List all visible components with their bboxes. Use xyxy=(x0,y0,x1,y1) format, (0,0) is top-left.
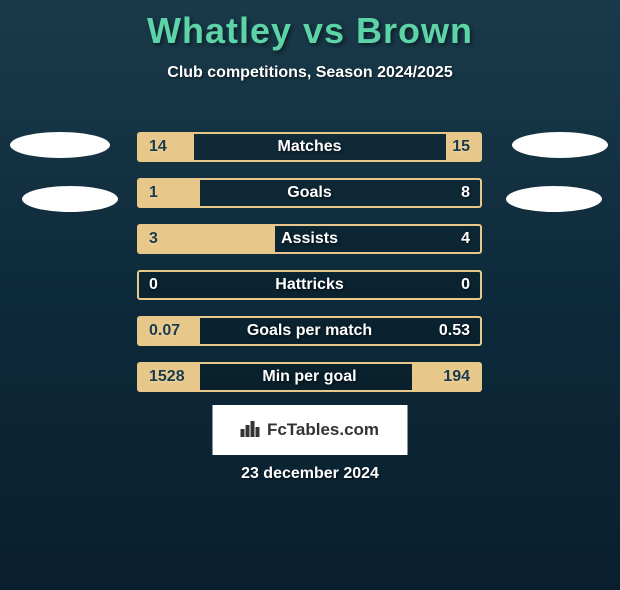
logo-text: FcTables.com xyxy=(267,420,379,440)
bar-value-right: 8 xyxy=(461,184,470,202)
bar-value-right: 15 xyxy=(452,138,470,156)
stat-bar-row: 0 0 Hattricks xyxy=(137,270,482,300)
stat-bar-row: 1528 194 Min per goal xyxy=(137,362,482,392)
player1-badge-1 xyxy=(10,132,110,158)
bar-value-right: 0 xyxy=(461,276,470,294)
bar-label: Matches xyxy=(277,138,341,156)
stat-bar-row: 1 8 Goals xyxy=(137,178,482,208)
bar-value-left: 1 xyxy=(149,184,158,202)
footer-date: 23 december 2024 xyxy=(241,465,379,483)
stat-bar-row: 3 4 Assists xyxy=(137,224,482,254)
bar-label: Assists xyxy=(281,230,338,248)
bar-label: Min per goal xyxy=(262,368,356,386)
bar-value-left: 1528 xyxy=(149,368,185,386)
comparison-title: Whatley vs Brown xyxy=(0,10,620,52)
comparison-subtitle: Club competitions, Season 2024/2025 xyxy=(0,64,620,82)
stat-bar-row: 14 15 Matches xyxy=(137,132,482,162)
bar-value-right: 0.53 xyxy=(439,322,470,340)
player2-badge-1 xyxy=(512,132,608,158)
player1-badge-2 xyxy=(22,186,118,212)
bar-value-right: 4 xyxy=(461,230,470,248)
bar-label: Hattricks xyxy=(275,276,343,294)
bar-label: Goals per match xyxy=(247,322,372,340)
bar-value-left: 3 xyxy=(149,230,158,248)
bar-value-left: 14 xyxy=(149,138,167,156)
bar-label: Goals xyxy=(287,184,331,202)
stat-bar-row: 0.07 0.53 Goals per match xyxy=(137,316,482,346)
logo-box: FcTables.com xyxy=(213,405,408,455)
bar-fill-left xyxy=(139,226,275,252)
stats-bars: 14 15 Matches 1 8 Goals 3 4 Assists 0 0 Hattricks 0.… xyxy=(137,132,482,408)
player2-badge-2 xyxy=(506,186,602,212)
chart-icon xyxy=(241,419,261,442)
bar-value-left: 0 xyxy=(149,276,158,294)
bar-value-right: 194 xyxy=(443,368,470,386)
bar-value-left: 0.07 xyxy=(149,322,180,340)
